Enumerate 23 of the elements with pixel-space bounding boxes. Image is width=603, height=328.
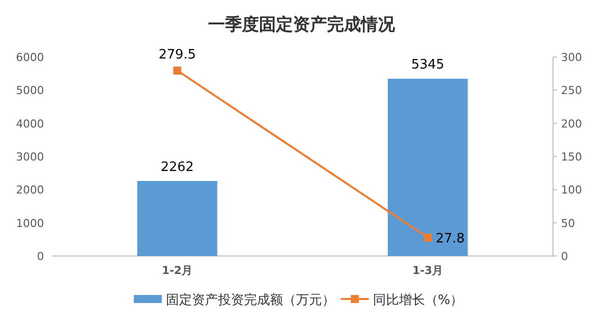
y2-tick-label: 100	[561, 184, 582, 197]
legend-label: 固定资产投资完成额（万元）	[166, 292, 335, 308]
data-label: 2262	[160, 160, 194, 175]
y-tick-label: 6000	[16, 51, 44, 64]
y2-tick-label: 50	[561, 216, 575, 230]
y2-tick-label: 150	[561, 150, 582, 164]
y-tick-label: 2000	[16, 184, 44, 197]
chart-title: 一季度固定资产完成情况	[208, 15, 396, 35]
y2-tick-label: 0	[561, 250, 568, 263]
y-tick-label: 1000	[16, 216, 44, 230]
x-tick-label: 1-2月	[162, 264, 193, 277]
data-label: 5345	[411, 58, 444, 73]
y2-tick-label: 250	[561, 84, 582, 98]
y-tick-label: 3000	[16, 150, 44, 164]
data-label: 27.8	[436, 232, 465, 247]
y2-tick-label: 300	[561, 51, 582, 64]
y-tick-label: 0	[37, 250, 44, 263]
data-label: 279.5	[158, 48, 196, 63]
legend-label: 同比增长（%）	[372, 293, 464, 308]
y-tick-label: 5000	[16, 84, 44, 98]
y2-tick-label: 200	[561, 117, 582, 130]
y-tick-label: 4000	[16, 117, 44, 130]
x-tick-label: 1-3月	[412, 264, 444, 277]
